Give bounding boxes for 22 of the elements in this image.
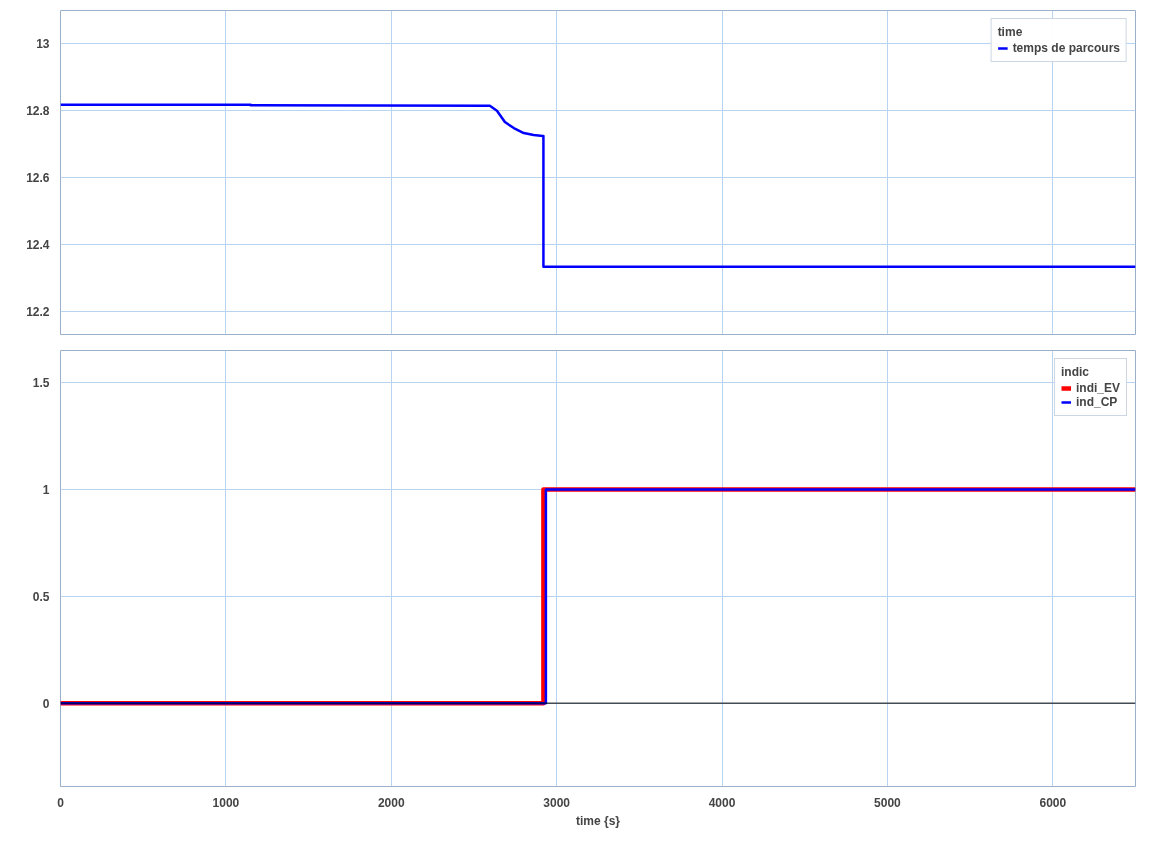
legend-title: indic [1060, 365, 1090, 379]
x-tick-label: 6000 [1039, 795, 1067, 810]
y-tick-label: 12.2 [26, 304, 50, 319]
y-tick-label: 12.6 [26, 171, 50, 186]
legend-label: ind_CP [1075, 395, 1118, 409]
x-tick-label: 4000 [708, 795, 736, 810]
y-tick-label: 13 [36, 37, 50, 52]
x-tick-label: 5000 [874, 795, 902, 810]
y-tick-label: 0.5 [32, 589, 50, 604]
y-tick-label: 1 [42, 482, 50, 497]
legend-label: indi_EV [1075, 381, 1120, 395]
legend-title: time [997, 25, 1024, 39]
y-tick-label: 12.8 [26, 104, 50, 119]
x-axis-title: time {s} [575, 813, 621, 828]
y-tick-label: 12.4 [26, 237, 50, 252]
y-tick-label: 1.5 [32, 376, 50, 391]
y-tick-label: 0 [42, 696, 50, 711]
legend-label: temps de parcours [1012, 41, 1120, 55]
x-tick-label: 2000 [377, 795, 405, 810]
x-tick-label: 3000 [543, 795, 571, 810]
x-tick-label: 1000 [212, 795, 240, 810]
x-tick-label: 0 [57, 795, 65, 810]
